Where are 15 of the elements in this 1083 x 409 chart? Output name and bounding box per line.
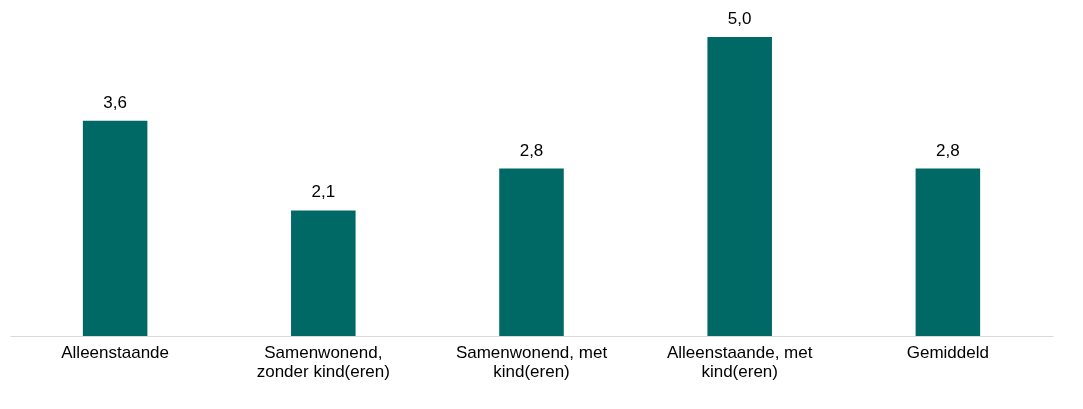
x-tick-label: Samenwonend, zonder kind(eren) bbox=[256, 342, 390, 381]
bar bbox=[82, 120, 148, 336]
data-label: 2,8 bbox=[936, 140, 960, 160]
data-label: 2,8 bbox=[519, 140, 544, 160]
x-tick-label: Gemiddeld bbox=[906, 342, 989, 362]
bar bbox=[915, 168, 981, 336]
x-tick-label: Alleenstaande bbox=[61, 342, 170, 362]
x-tick-label: Alleenstaande, met kind(eren) bbox=[666, 342, 813, 381]
data-label: 2,1 bbox=[311, 182, 336, 202]
bar bbox=[499, 168, 564, 336]
data-label: 3,6 bbox=[103, 92, 127, 112]
data-label: 5,0 bbox=[727, 9, 752, 28]
bar bbox=[291, 210, 356, 336]
bar bbox=[707, 37, 772, 336]
x-tick-label: Samenwonend, met kind(eren) bbox=[455, 342, 608, 381]
